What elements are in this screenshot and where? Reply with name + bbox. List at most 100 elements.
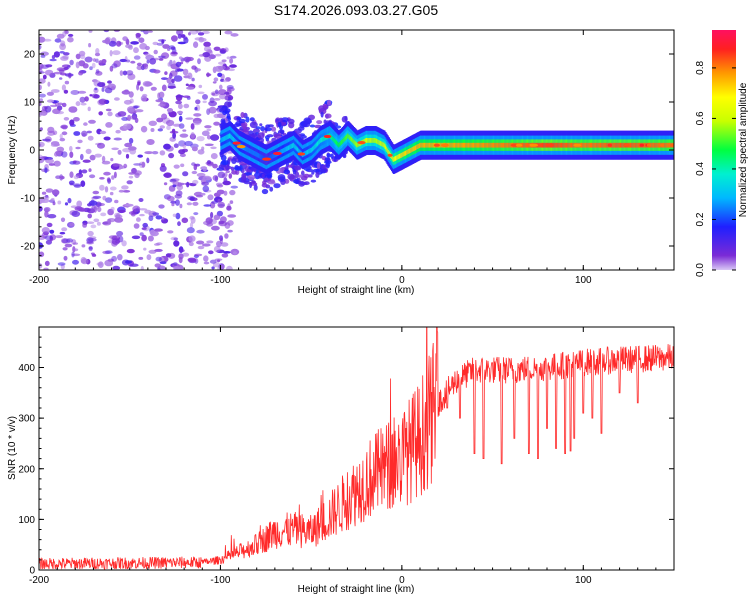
noise-blob [103,171,111,176]
noise-blob [72,183,82,187]
signal-band [561,142,564,148]
snr-series-line [39,327,674,570]
noise-blob [57,102,63,106]
signal-band [271,154,273,160]
signal-band [522,142,525,148]
signal-band [286,146,289,151]
noise-blob [127,146,137,151]
noise-blob [156,42,164,46]
noise-blob [179,153,186,158]
scatter-blob [324,113,332,119]
signal-band [505,142,507,148]
noise-blob [128,211,136,215]
signal-band [498,142,501,148]
noise-blob [226,56,231,60]
noise-blob [182,68,189,76]
noise-blob [177,182,183,187]
noise-blob [114,199,119,204]
scatter-blob [277,121,282,128]
noise-blob [69,59,74,66]
noise-blob [61,227,68,232]
noise-blob [128,172,136,175]
signal-band [651,142,653,148]
noise-blob [202,100,207,104]
noise-blob [122,190,131,193]
noise-blob [217,201,225,209]
noise-blob [192,120,202,126]
noise-blob [229,189,236,196]
noise-blob [156,117,164,123]
signal-band [668,142,671,148]
signal-band [333,138,336,143]
signal-band [415,145,418,150]
signal-band [504,142,507,148]
signal-band [258,153,261,159]
noise-blob [111,255,117,262]
noise-blob [69,151,74,158]
signal-band [395,155,398,161]
colorbar-tick-label: 0.4 [695,162,706,176]
signal-band [376,139,379,144]
noise-blob [175,190,183,197]
noise-blob [159,261,167,265]
noise-blob [41,105,47,111]
noise-blob [124,203,134,207]
noise-blob [218,221,228,227]
signal-band [612,142,614,148]
colorbar-ticks: 0.0 0.2 0.4 0.6 0.8 [695,61,736,277]
noise-blob [191,65,197,70]
noise-blob [206,240,214,244]
noise-blob [196,172,206,178]
noise-blob [197,245,205,250]
signal-band [374,138,377,143]
noise-blob [175,100,183,105]
signal-band [453,142,456,148]
noise-blob [218,65,226,71]
noise-blob [94,87,98,91]
noise-blob [183,36,188,40]
scatter-blob [310,179,317,183]
signal-band [371,138,373,143]
noise-blob [210,134,220,141]
noise-blob [42,138,51,142]
scatter-blob [294,178,300,185]
noise-blob [167,252,176,259]
signal-band [343,137,346,142]
noise-blob [64,243,73,248]
noise-blob [219,49,226,55]
noise-blob [119,58,127,63]
noise-blob [87,106,91,112]
noise-blob [211,200,219,204]
signal-band [557,142,560,148]
signal-band [269,155,272,161]
noise-blob [166,77,172,84]
scatter-blob [318,105,325,113]
signal-band [611,142,614,148]
noise-blob [166,195,175,202]
noise-blob [211,225,220,231]
signal-band [227,134,230,139]
noise-blob [175,199,180,206]
signal-band [431,142,434,148]
signal-band [313,145,315,151]
noise-blob [144,151,154,155]
noise-blob [60,176,65,180]
scatter-blob [222,107,226,112]
scatter-blob [309,124,316,128]
noise-blob [144,45,150,51]
noise-blob [53,143,60,147]
signal-band [508,142,511,148]
noise-blob [193,41,199,48]
noise-blob [114,97,120,101]
noise-blob [221,59,227,62]
y-tick-label: -10 [21,194,36,205]
noise-blob [126,70,134,76]
scatter-blob [341,116,348,123]
snr-x-axis: -200 -100 0 100 [29,327,675,586]
noise-blob [171,203,175,207]
noise-blob [83,122,88,126]
noise-blob [55,235,63,239]
signal-band [254,151,257,157]
noise-blob [166,108,174,113]
